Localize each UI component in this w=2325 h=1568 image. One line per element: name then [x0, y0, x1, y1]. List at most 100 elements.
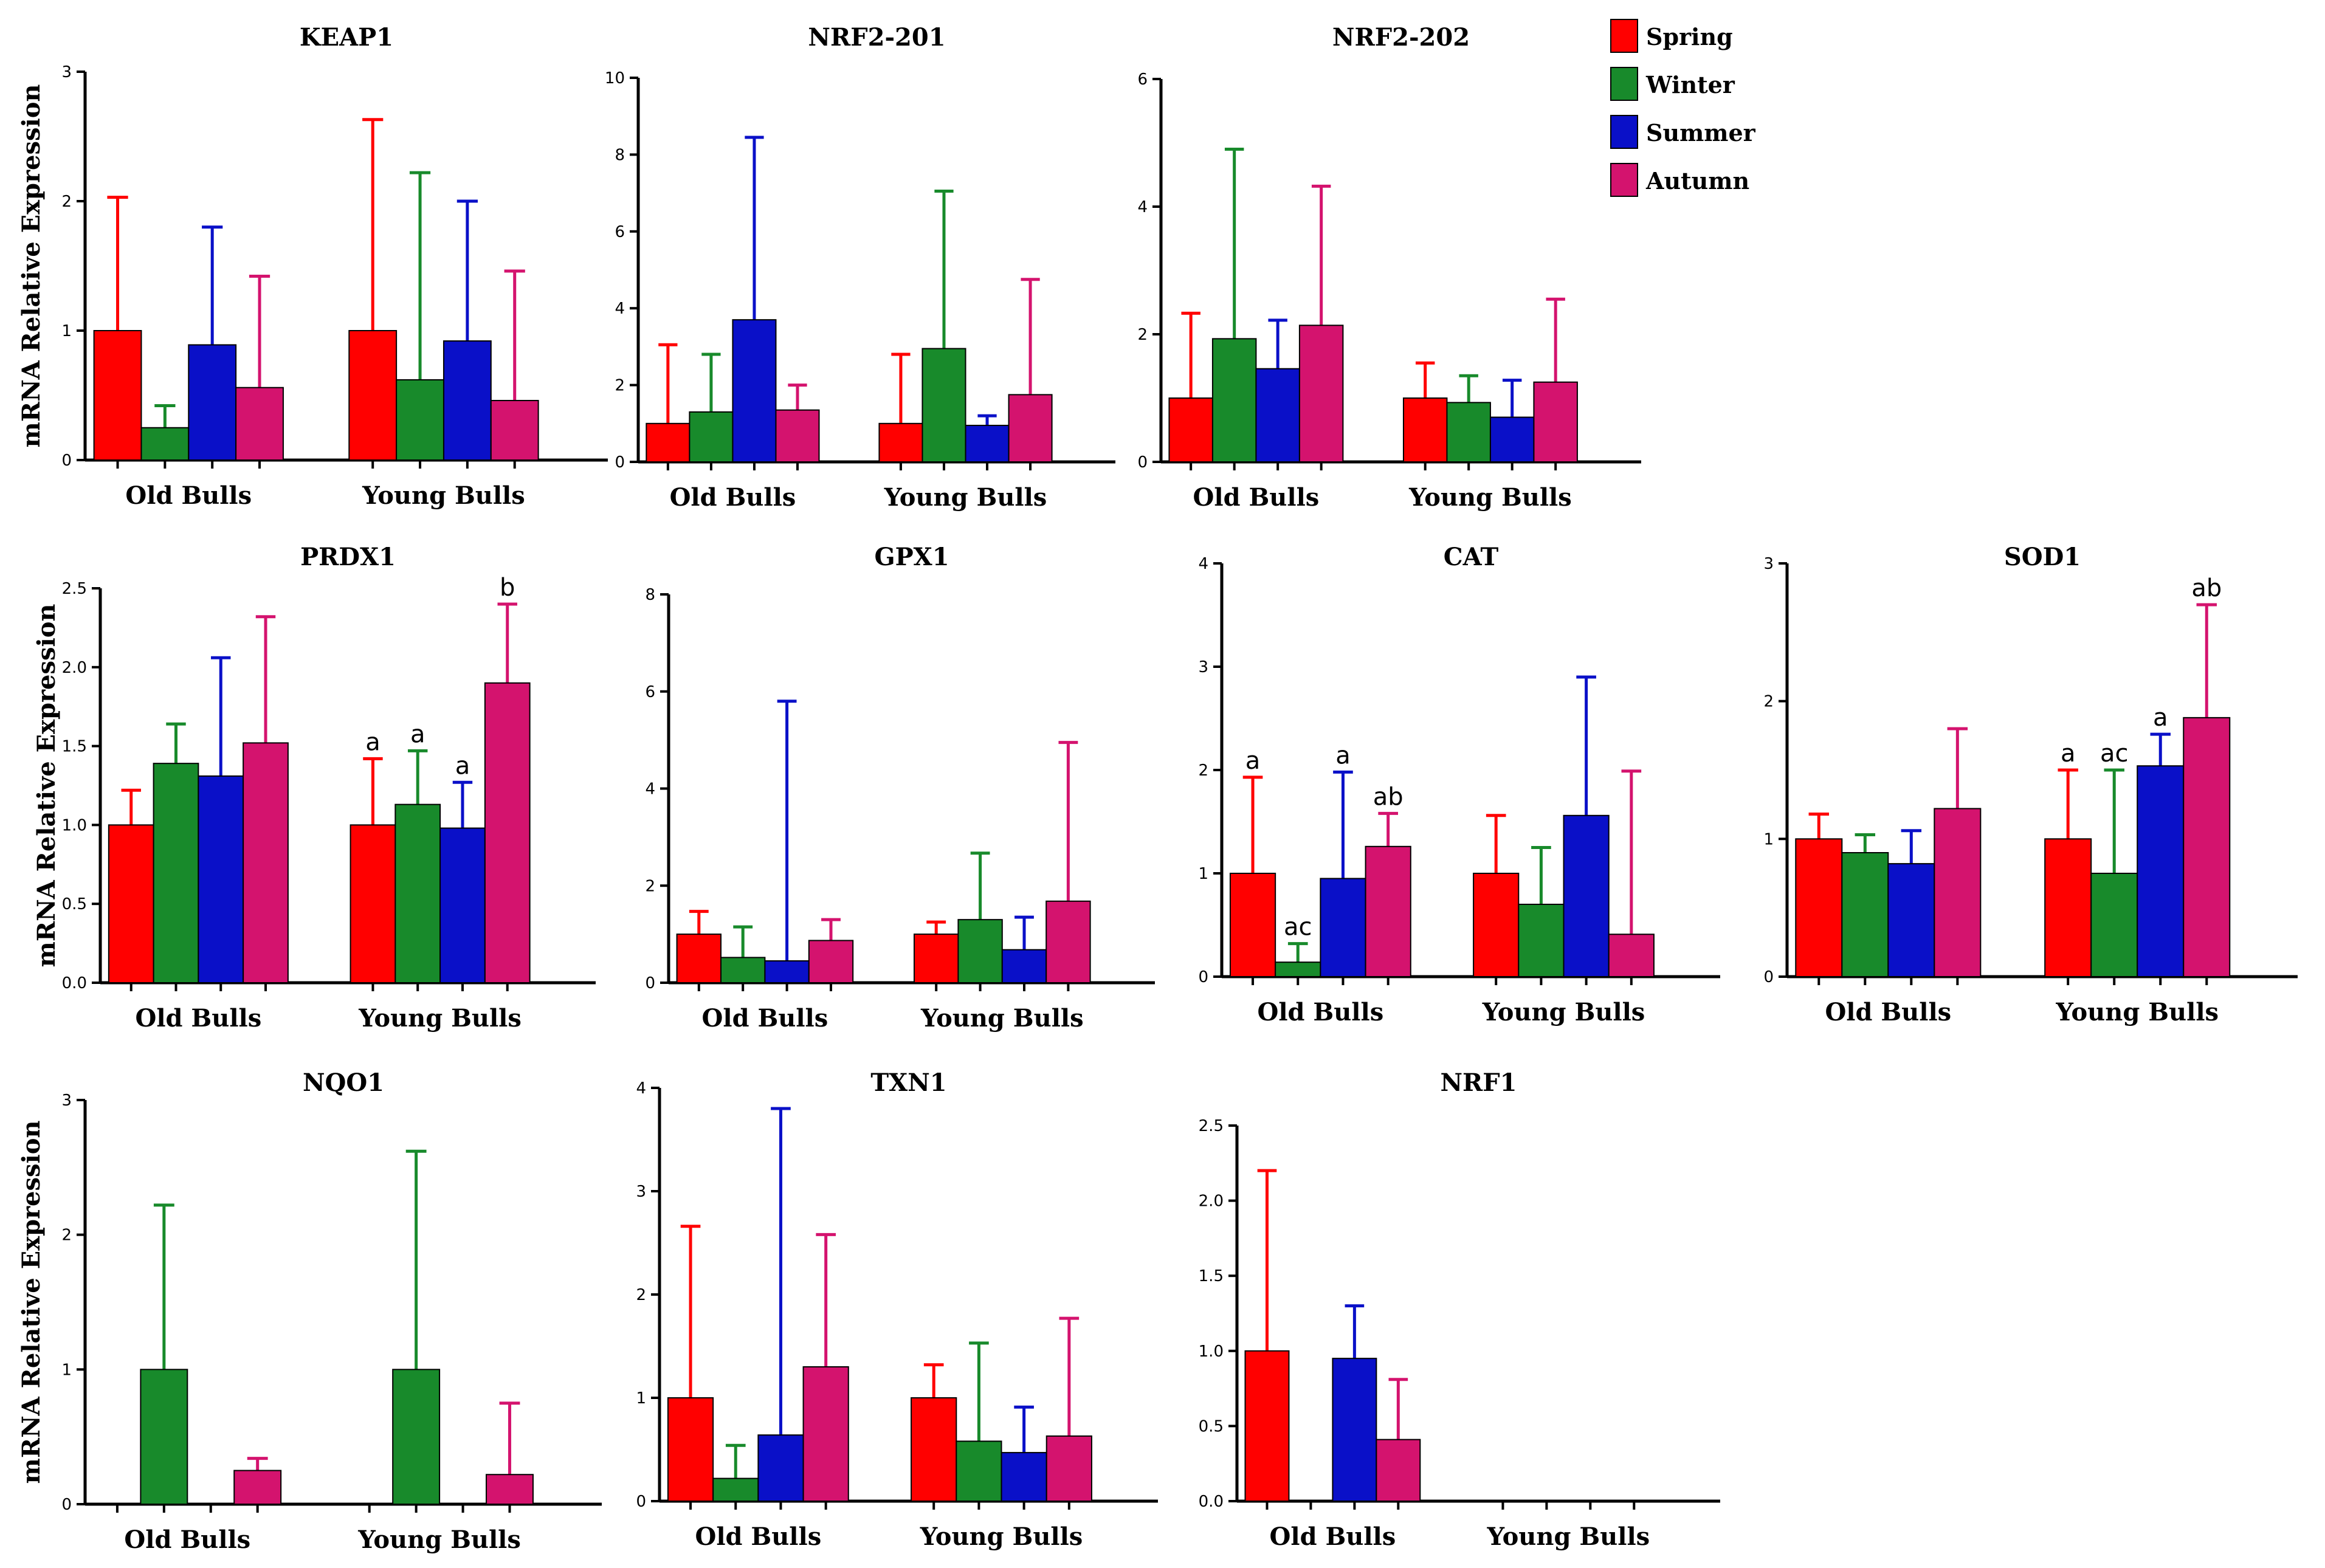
significance-label: ac — [1284, 913, 1312, 941]
bar-summer — [188, 344, 237, 461]
group-label: Old Bulls — [702, 1004, 828, 1033]
y-tick-label: 1 — [61, 1361, 72, 1379]
y-tick-label: 4 — [1198, 555, 1208, 573]
y-tick-label: 1 — [636, 1389, 646, 1408]
bar-winter — [1211, 338, 1257, 462]
group-label: Young Bulls — [1408, 483, 1572, 512]
y-tick-label: 0 — [636, 1493, 646, 1511]
chart-panels: KEAP1 0 1 2 3 mRNA Relative Expression Old Bul… — [17, 23, 2298, 1554]
bar-summer — [764, 960, 810, 984]
bar-summer — [2137, 765, 2185, 977]
bar-summer — [1255, 368, 1300, 463]
y-tick-label: 1.0 — [62, 816, 87, 834]
bar-summer — [198, 775, 244, 983]
bar-winter — [712, 1477, 759, 1502]
bar-spring — [646, 422, 691, 462]
significance-label: a — [365, 728, 381, 756]
group-label: Young Bulls — [920, 1522, 1083, 1551]
bar-winter — [921, 348, 966, 462]
bar-autumn — [235, 387, 284, 461]
bar-spring — [1795, 838, 1843, 978]
bar-autumn — [2183, 717, 2231, 978]
panel-title: TXN1 — [870, 1068, 946, 1097]
panel-nrf2-202: NRF2-202 0 2 4 6 Old Bulls Young Bulls — [1137, 23, 1641, 512]
legend: Spring Winter Summer Autumn — [1610, 19, 1756, 197]
panel-title: NRF2-201 — [808, 23, 945, 52]
bar-summer — [1489, 416, 1535, 462]
panel-title: GPX1 — [874, 543, 949, 571]
bar-summer — [443, 340, 492, 461]
group-label: Young Bulls — [357, 1525, 521, 1554]
legend-swatch-spring — [1610, 19, 1638, 53]
y-tick-label: 6 — [615, 223, 625, 241]
panel-title: NRF2-202 — [1332, 23, 1470, 52]
panel-title: CAT — [1444, 543, 1499, 571]
panel-title: NQO1 — [303, 1068, 384, 1097]
bar-summer — [732, 319, 777, 462]
y-axis-label: mRNA Relative Expression — [17, 1120, 46, 1484]
y-tick-label: 0.5 — [62, 895, 87, 913]
bar-autumn — [1608, 934, 1655, 978]
y-tick-label: 1.5 — [1199, 1267, 1224, 1285]
bar-spring — [878, 422, 923, 462]
y-axis-label: mRNA Relative Expression — [17, 84, 46, 447]
y-tick-label: 0.0 — [62, 974, 87, 992]
y-tick-label: 4 — [645, 780, 655, 799]
bar-winter — [720, 957, 766, 983]
bar-spring — [676, 934, 722, 983]
y-tick-label: 2 — [61, 1226, 72, 1245]
bar-autumn — [1376, 1439, 1421, 1502]
bar-summer — [757, 1434, 804, 1502]
y-tick-label: 2 — [1137, 326, 1148, 344]
panel-title: SOD1 — [2004, 543, 2081, 571]
y-tick-label: 8 — [615, 146, 625, 164]
y-tick-label: 2 — [61, 193, 72, 211]
y-tick-label: 2 — [645, 877, 655, 895]
panel-keap1: KEAP1 0 1 2 3 mRNA Relative Expression Old Bul… — [17, 23, 608, 510]
significance-label: a — [455, 752, 470, 780]
legend-swatch-winter — [1610, 67, 1638, 101]
bar-winter — [689, 411, 734, 463]
bar-autumn — [808, 940, 854, 984]
bar-spring — [1244, 1350, 1290, 1502]
bar-autumn — [1298, 325, 1344, 462]
panel-title: PRDX1 — [300, 543, 396, 571]
bar-autumn — [1008, 394, 1053, 463]
y-tick-label: 4 — [1137, 198, 1148, 216]
significance-label: ab — [2191, 574, 2222, 602]
group-label: Old Bulls — [1270, 1522, 1396, 1551]
y-tick-label: 4 — [636, 1079, 646, 1098]
panel-nrf2-201: NRF2-201 0 2 4 6 8 10 Old Bulls Young Bulls — [605, 23, 1115, 512]
bar-summer — [1001, 949, 1047, 984]
significance-label: a — [2061, 740, 2076, 768]
bar-winter — [140, 427, 190, 461]
group-label: Old Bulls — [1825, 998, 1951, 1026]
bar-winter — [153, 763, 199, 983]
bar-spring — [1168, 397, 1213, 462]
bar-winter — [1275, 961, 1321, 977]
bar-autumn — [1365, 845, 1411, 978]
legend-label-autumn: Autumn — [1645, 167, 1749, 194]
panel-title: NRF1 — [1440, 1068, 1517, 1097]
bar-winter — [394, 803, 441, 983]
bar-autumn — [775, 409, 820, 462]
group-label: Young Bulls — [2055, 998, 2219, 1026]
y-tick-label: 3 — [636, 1183, 646, 1201]
y-tick-label: 2 — [1763, 693, 1774, 711]
y-tick-label: 6 — [645, 683, 655, 701]
y-tick-label: 10 — [605, 69, 625, 88]
y-tick-label: 3 — [1198, 658, 1208, 676]
bar-summer — [965, 424, 1010, 463]
bar-winter — [392, 1369, 441, 1505]
y-tick-label: 1.5 — [62, 738, 87, 756]
bar-autumn — [1934, 808, 1982, 977]
y-tick-label: 0.5 — [1199, 1417, 1224, 1436]
y-tick-label: 2 — [615, 377, 625, 395]
y-tick-label: 0.0 — [1199, 1493, 1224, 1511]
bar-autumn — [802, 1366, 849, 1502]
bar-winter — [956, 1440, 1002, 1502]
y-tick-label: 0 — [615, 453, 625, 472]
